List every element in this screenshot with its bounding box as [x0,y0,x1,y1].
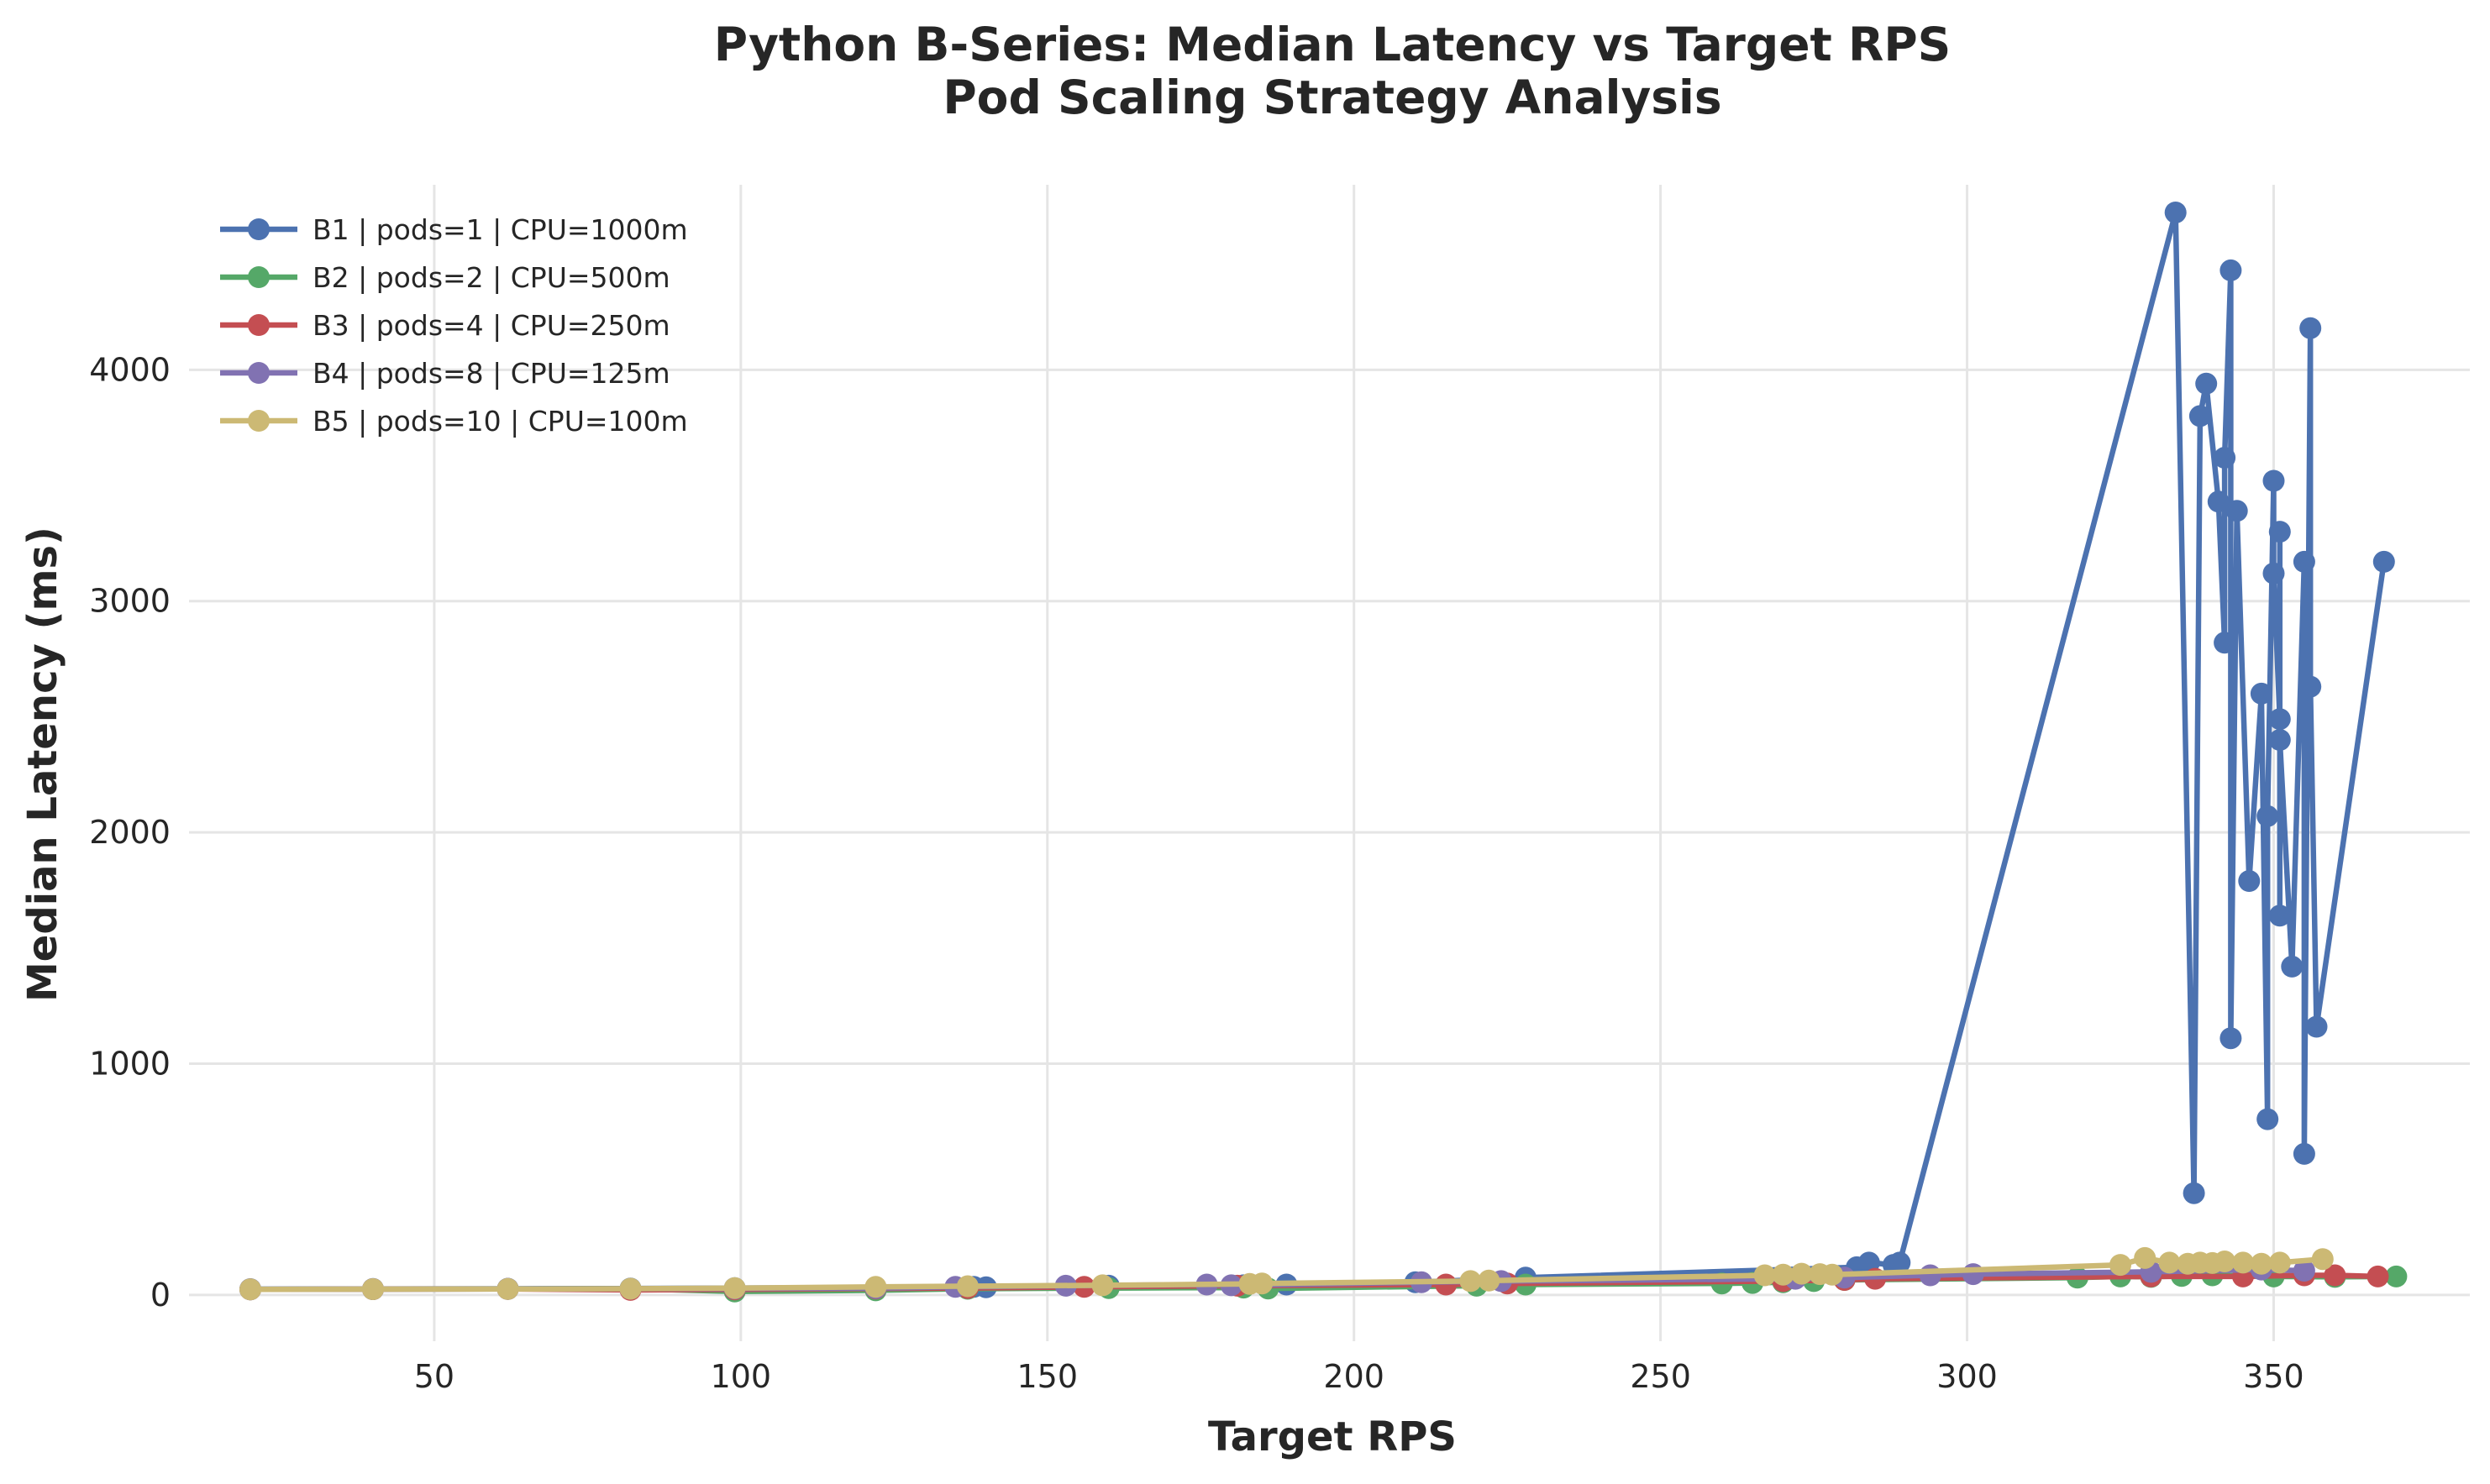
data-point [1919,1264,1941,1287]
data-point [2293,550,2315,573]
series-5 [239,1246,2334,1301]
data-point [2299,317,2322,339]
data-point [2109,1254,2131,1277]
data-point [2256,1108,2279,1130]
data-point [2305,1015,2328,1038]
legend-label: B2 | pods=2 | CPU=500m [313,261,670,294]
data-point [2183,1182,2205,1204]
data-point [2385,1265,2408,1287]
data-point [2214,447,2236,469]
y-tick-label: 2000 [89,814,171,851]
data-point [1091,1274,1114,1297]
legend: B1 | pods=1 | CPU=1000m B2 | pods=2 | CPU… [220,213,688,438]
data-point [1753,1264,1776,1287]
legend-swatch-marker [248,314,270,336]
data-point [1459,1270,1482,1293]
data-point [864,1276,887,1298]
x-tick-label: 350 [2243,1358,2304,1395]
series-layer [239,202,2408,1303]
data-point [2219,1027,2242,1050]
x-axis-label: Target RPS [1208,1413,1457,1460]
y-tick-label: 1000 [89,1046,171,1083]
legend-label: B3 | pods=4 | CPU=250m [313,309,670,342]
y-axis-label: Median Latency (ms) [19,527,66,1002]
data-point [2281,955,2304,978]
x-tick-label: 100 [711,1358,772,1395]
data-point [2250,682,2272,705]
data-point [1772,1263,1794,1286]
data-point [2256,805,2279,827]
data-point [2372,550,2395,573]
data-point [1478,1269,1500,1292]
data-point [2214,632,2236,654]
tick-layer: 50 100 150 200 250 300 350 0 1000 2000 3000 4000 [89,351,2304,1395]
x-tick-label: 200 [1323,1358,1384,1395]
y-tick-label: 4000 [89,351,171,388]
data-point [2268,708,2291,731]
data-point [2262,562,2285,585]
data-point [956,1275,979,1298]
legend-swatch-marker [248,218,270,240]
x-tick-label: 250 [1630,1358,1691,1395]
data-point [2268,1251,2291,1274]
legend-label: B5 | pods=10 | CPU=100m [313,405,688,438]
legend-item: B4 | pods=8 | CPU=125m [220,357,670,390]
data-point [2214,1251,2236,1272]
x-tick-label: 150 [1017,1358,1079,1395]
data-point [2324,1264,2346,1287]
data-point [2225,500,2248,522]
legend-item: B2 | pods=2 | CPU=500m [220,261,670,294]
data-point [2268,521,2291,543]
data-point [2188,405,2211,427]
legend-swatch-marker [248,362,270,384]
data-point [2293,1260,2315,1282]
data-point [1790,1262,1813,1285]
data-point [2293,1142,2315,1165]
data-point [1889,1251,1911,1274]
chart-title: Python B-Series: Median Latency vs Targe… [714,18,1952,71]
chart-subtitle: Pod Scaling Strategy Analysis [943,71,1721,124]
data-point [2232,1251,2254,1274]
data-point [2299,675,2322,698]
data-point [2219,259,2242,281]
legend-label: B4 | pods=8 | CPU=125m [313,357,670,390]
x-tick-label: 300 [1936,1358,1998,1395]
data-point [2268,729,2291,751]
data-point [2250,1252,2272,1275]
data-point [2195,372,2218,395]
data-point [2207,490,2230,513]
data-point [723,1277,746,1299]
legend-label: B1 | pods=1 | CPU=1000m [313,213,688,246]
legend-item: B3 | pods=4 | CPU=250m [220,309,670,342]
data-point [619,1277,642,1300]
grid-layer [189,185,2470,1341]
data-point [2311,1248,2334,1271]
y-tick-label: 3000 [89,583,171,620]
data-point [2367,1265,2389,1287]
data-point [2134,1246,2156,1269]
data-point [2262,469,2285,492]
data-point [2158,1251,2181,1274]
legend-swatch-marker [248,410,270,432]
x-tick-label: 50 [414,1358,454,1395]
data-point [2164,202,2187,223]
y-tick-label: 0 [150,1277,171,1314]
data-point [2268,905,2291,927]
legend-item: B1 | pods=1 | CPU=1000m [220,213,688,246]
data-point [496,1277,519,1300]
data-point [362,1278,384,1300]
legend-swatch-marker [248,266,270,288]
legend-item: B5 | pods=10 | CPU=100m [220,405,688,438]
data-point [1821,1263,1843,1286]
data-point [1251,1272,1274,1295]
data-point [1962,1263,1984,1286]
data-point [239,1278,261,1301]
data-point [2238,870,2261,892]
